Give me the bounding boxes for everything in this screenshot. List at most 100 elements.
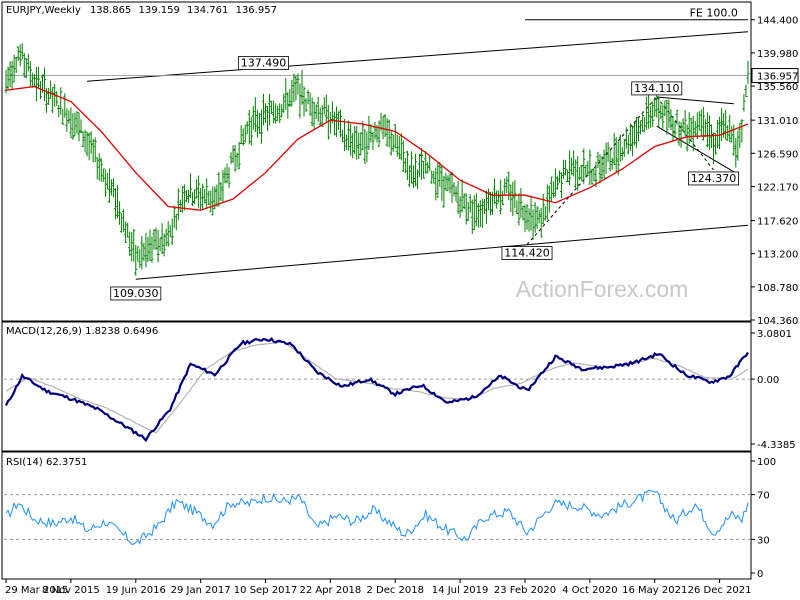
price-bar	[128, 231, 132, 257]
price-bar	[399, 133, 403, 161]
price-bar	[434, 167, 438, 201]
price-annotations: 137.490 109.030 114.420 134.110 124.370 FE 10…	[110, 7, 739, 301]
price-bar	[720, 107, 724, 142]
price-bar	[403, 157, 407, 173]
price-bar	[257, 112, 261, 134]
price-bar	[535, 206, 539, 229]
price-bar	[436, 163, 440, 199]
price-y-tick-label: 108.780	[757, 283, 798, 294]
price-bar	[497, 190, 501, 203]
price-bar	[164, 228, 168, 247]
price-bar	[18, 44, 22, 67]
price-bar	[38, 81, 42, 100]
price-bar	[359, 132, 363, 156]
price-y-tick-label: 104.360	[757, 316, 798, 327]
price-bar	[24, 58, 28, 79]
price-bar	[259, 109, 263, 144]
x-tick-label: 29 Mar 2015	[5, 585, 68, 596]
price-bar	[168, 225, 172, 238]
price-bar	[744, 84, 748, 98]
price-bar	[298, 83, 302, 119]
price-bar	[456, 181, 460, 215]
price-bar	[184, 190, 188, 203]
price-label-2: 114.420	[501, 246, 553, 260]
price-bar	[245, 121, 249, 134]
price-bar	[681, 118, 685, 132]
price-bar	[306, 89, 310, 105]
x-tick-label: 29 Jan 2017	[171, 585, 231, 596]
price-bar	[580, 164, 584, 182]
price-bar	[113, 188, 117, 220]
price-bar	[166, 220, 170, 247]
price-bar	[43, 67, 47, 102]
price-bar	[217, 172, 221, 207]
price-bar	[588, 149, 592, 185]
price-bar	[170, 218, 174, 246]
x-tick-label: 14 Jul 2019	[432, 585, 489, 596]
price-bar	[551, 181, 555, 198]
trend-line-wedge-upper-2	[656, 96, 734, 105]
price-bar	[205, 178, 209, 209]
price-bar	[523, 204, 527, 233]
price-bar	[95, 157, 99, 180]
price-bar	[266, 105, 270, 131]
price-bar	[474, 193, 478, 227]
rsi-y-axis: 100 70 30 0	[751, 457, 776, 580]
price-bar	[590, 168, 594, 185]
price-bar	[509, 184, 513, 212]
price-bar	[499, 179, 503, 215]
price-bar	[343, 118, 347, 152]
price-bar	[440, 165, 444, 201]
price-bar	[641, 111, 645, 132]
macd-lines	[4, 336, 749, 443]
price-bar	[389, 131, 393, 156]
price-bar	[195, 179, 199, 199]
price-bar	[442, 175, 446, 208]
price-y-tick-label: 131.010	[757, 116, 798, 127]
price-bar	[395, 134, 399, 157]
price-bar	[470, 199, 474, 235]
price-bar	[614, 137, 618, 173]
price-bar	[251, 105, 255, 130]
price-bar	[357, 132, 361, 160]
price-bar	[227, 167, 231, 189]
price-bar	[272, 100, 276, 124]
price-bar	[486, 188, 490, 210]
price-bar	[111, 178, 115, 198]
price-bar	[87, 132, 91, 161]
ohlc-low: 134.761	[187, 5, 228, 16]
price-bar	[608, 149, 612, 172]
price-y-tick-label: 122.170	[757, 182, 798, 193]
price-bar	[541, 193, 545, 225]
price-bar	[247, 110, 251, 145]
price-label-text: 124.370	[691, 172, 737, 185]
price-bar	[276, 105, 280, 122]
price-bar	[322, 97, 326, 115]
price-bar	[73, 112, 77, 137]
price-bar	[369, 123, 373, 143]
price-bar	[249, 116, 253, 146]
price-bar	[136, 246, 140, 262]
price-bar	[237, 141, 241, 170]
price-bar	[478, 200, 482, 227]
price-bar	[639, 120, 643, 135]
rsi-levels	[4, 494, 750, 540]
price-bar	[620, 147, 624, 161]
price-bar	[146, 236, 150, 262]
price-bar	[547, 185, 551, 213]
ohlc-high: 139.159	[138, 5, 179, 16]
price-bar	[596, 151, 600, 169]
price-bar	[543, 206, 547, 221]
price-label-text: 134.110	[634, 82, 680, 95]
price-bar	[193, 189, 197, 204]
last-price-box	[751, 68, 799, 84]
price-bar	[705, 112, 709, 148]
price-bar	[189, 173, 192, 198]
price-y-tick-label: 144.400	[757, 16, 798, 27]
price-label-text: 114.420	[504, 247, 550, 260]
price-bar	[381, 116, 385, 140]
price-bar	[584, 165, 588, 178]
price-bar	[679, 122, 683, 148]
price-bar	[316, 97, 320, 122]
price-bar	[6, 66, 10, 89]
